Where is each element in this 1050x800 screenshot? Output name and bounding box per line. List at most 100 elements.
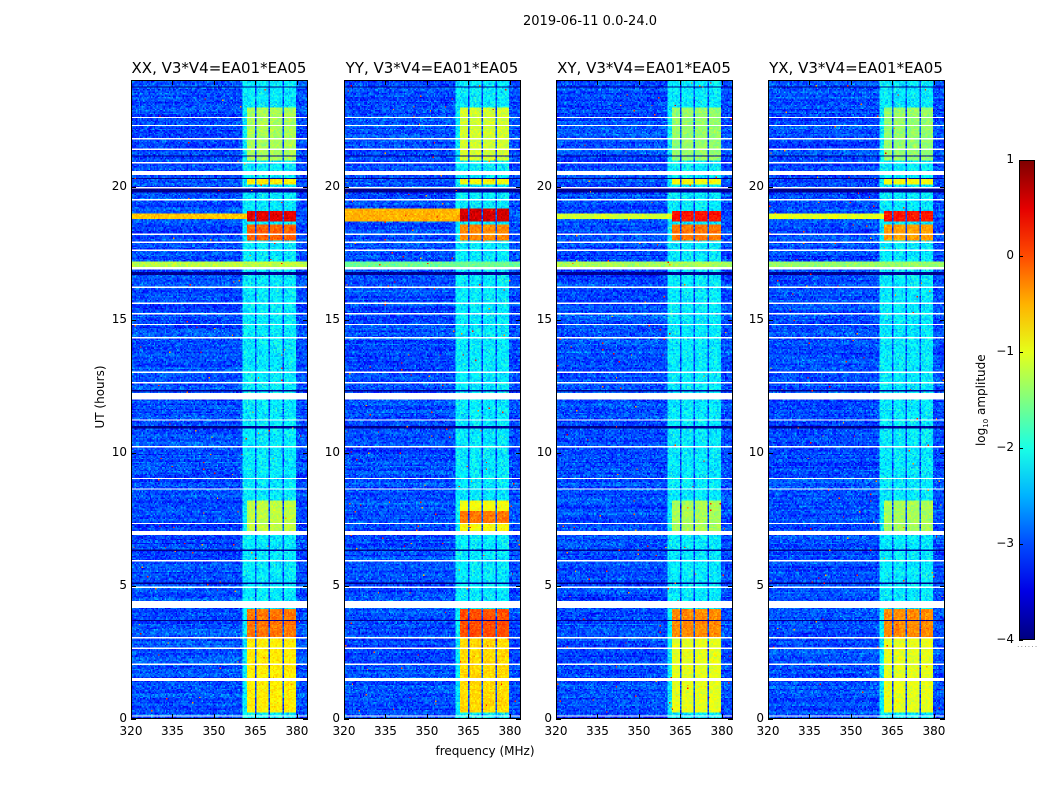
x-tick (597, 714, 599, 719)
colorbar-label: log10 amplitude (974, 340, 990, 460)
y-tick (131, 719, 136, 720)
x-tick-top (385, 80, 387, 85)
x-tick-label: 380 (922, 724, 946, 738)
x-tick-label: 380 (285, 724, 309, 738)
x-tick-top (296, 80, 298, 85)
x-tick (721, 714, 723, 719)
y-tick-right (940, 319, 945, 321)
y-tick-label: 10 (536, 444, 552, 459)
y-tick (131, 585, 136, 587)
spectrogram-image (557, 81, 732, 718)
y-tick-label: 10 (111, 444, 127, 459)
x-tick (131, 714, 132, 719)
x-tick (255, 714, 257, 719)
x-tick (172, 714, 174, 719)
y-tick-label: 0 (756, 711, 764, 725)
x-tick-label: 335 (161, 724, 184, 738)
x-tick (892, 714, 894, 719)
colorbar (1019, 160, 1035, 640)
colorbar-tick-label: −2 (996, 440, 1014, 454)
x-tick-top (468, 80, 470, 85)
y-tick-right (516, 319, 521, 321)
x-tick (385, 714, 387, 719)
colorbar-tick-label: −1 (996, 344, 1014, 358)
y-tick-label: 5 (332, 577, 340, 592)
y-tick (344, 585, 349, 587)
y-tick-right (303, 719, 308, 720)
x-tick-label: 335 (374, 724, 397, 738)
y-tick-right (728, 585, 733, 587)
x-tick (509, 714, 511, 719)
x-tick (556, 714, 557, 719)
x-tick-top (556, 80, 557, 85)
x-tick (680, 714, 682, 719)
y-tick (131, 186, 136, 188)
x-axis-label: frequency (MHz) (435, 744, 535, 758)
y-tick (556, 452, 561, 454)
y-tick (344, 186, 349, 188)
x-tick-top (680, 80, 682, 85)
y-tick-label: 0 (544, 711, 552, 725)
colorbar-tick (1019, 160, 1023, 161)
x-tick-label: 350 (839, 724, 863, 738)
y-tick (131, 319, 136, 321)
colorbar-tick (1019, 256, 1023, 257)
x-tick-label: 380 (498, 724, 522, 738)
x-tick (768, 714, 769, 719)
colorbar-tick (1019, 544, 1023, 545)
x-tick-label: 365 (457, 724, 480, 738)
figure-title: 2019-06-11 0.0-24.0 (523, 14, 657, 29)
colorbar-label-rest: amplitude (973, 354, 988, 419)
spectrogram-panel (556, 80, 733, 719)
panel-title: YY, V3*V4=EA01*EA05 (345, 59, 519, 77)
y-tick (768, 319, 773, 321)
y-tick-label: 15 (324, 311, 340, 326)
y-tick-right (728, 452, 733, 454)
x-tick-label: 365 (669, 724, 692, 738)
y-tick-right (516, 186, 521, 188)
y-tick-right (303, 319, 308, 321)
x-tick (213, 714, 215, 719)
y-tick-right (940, 452, 945, 454)
y-tick-right (303, 452, 308, 454)
y-tick-right (728, 319, 733, 321)
panel-title: YX, V3*V4=EA01*EA05 (769, 59, 943, 77)
y-tick-label: 5 (119, 577, 127, 592)
x-tick-label: 335 (798, 724, 821, 738)
y-tick-right (516, 452, 521, 454)
colorbar-tick-label: 0 (1006, 248, 1014, 262)
x-tick-label: 365 (244, 724, 267, 738)
y-tick (556, 719, 561, 720)
y-tick (344, 719, 349, 720)
x-tick-top (597, 80, 599, 85)
x-tick-top (768, 80, 769, 85)
spectrogram-image (132, 81, 307, 718)
x-tick-top (721, 80, 723, 85)
x-tick (344, 714, 345, 719)
x-tick-top (172, 80, 174, 85)
spectrogram-image (769, 81, 944, 718)
x-tick (638, 714, 640, 719)
x-tick (468, 714, 470, 719)
panel-title: XX, V3*V4=EA01*EA05 (131, 59, 307, 77)
y-tick-right (940, 719, 945, 720)
colorbar-tick (1019, 448, 1023, 449)
y-tick-label: 20 (748, 178, 764, 193)
y-tick-label: 15 (536, 311, 552, 326)
y-tick-label: 0 (119, 711, 127, 725)
x-tick (809, 714, 811, 719)
colorbar-tick-label: 1 (1006, 152, 1014, 166)
y-tick (344, 452, 349, 454)
x-tick-label: 365 (881, 724, 904, 738)
x-tick-label: 320 (119, 724, 143, 738)
y-tick-label: 20 (536, 178, 552, 193)
x-tick-label: 320 (332, 724, 356, 738)
y-tick-label: 20 (111, 178, 127, 193)
x-tick-label: 335 (586, 724, 609, 738)
y-tick (768, 186, 773, 188)
colorbar-label-sub: 10 (982, 418, 991, 428)
y-tick (344, 319, 349, 321)
spectrogram-panel (768, 80, 945, 719)
colorbar-extend-marker: ...... (1017, 640, 1039, 649)
y-tick-label: 10 (748, 444, 764, 459)
